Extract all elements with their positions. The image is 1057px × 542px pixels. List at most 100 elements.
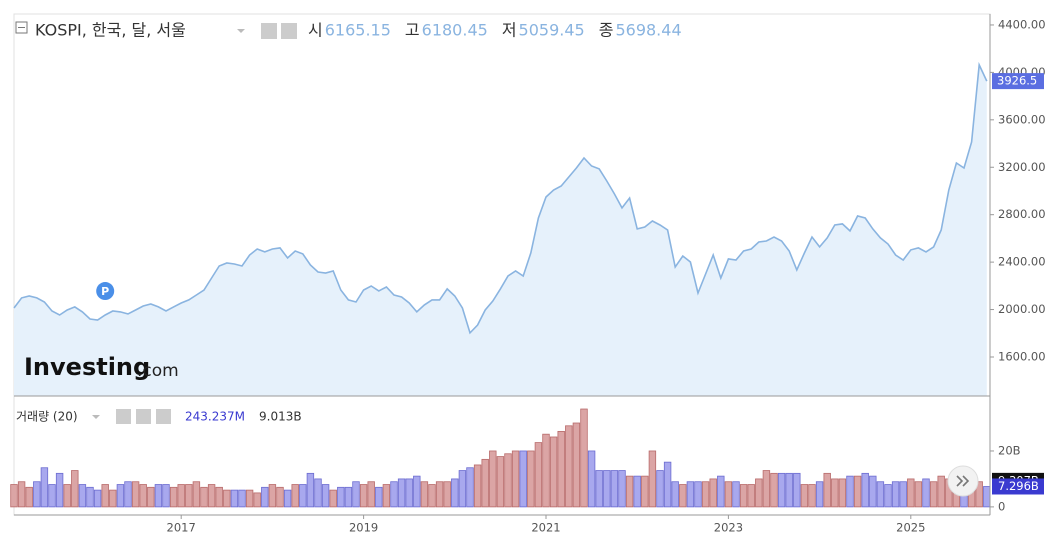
y-tick-label: 2800.00 <box>998 207 1046 221</box>
volume-bar <box>101 484 109 508</box>
volume-bar <box>116 484 125 508</box>
settings-icon[interactable] <box>281 23 297 39</box>
collapse-icon[interactable] <box>15 21 28 34</box>
y-tick-label: 2000.00 <box>998 302 1046 316</box>
volume-bar <box>572 422 581 508</box>
volume-bar <box>261 486 269 508</box>
x-tick-label: 2021 <box>531 521 560 535</box>
settings-icon[interactable] <box>136 409 151 424</box>
volume-reading: 9.013B <box>259 410 302 424</box>
volume-bar <box>717 475 725 508</box>
close-icon[interactable] <box>156 409 171 424</box>
visibility-icon[interactable] <box>116 409 131 424</box>
volume-bar <box>694 481 702 508</box>
volume-bar <box>169 486 178 508</box>
volume-bar <box>473 464 482 508</box>
volume-bar <box>884 484 892 508</box>
volume-bar <box>519 450 527 508</box>
chart-title: KOSPI, 한국, 달, 서울 <box>35 21 186 40</box>
volume-bar <box>17 481 26 508</box>
volume-bar <box>777 472 786 508</box>
volume-bar <box>724 481 733 508</box>
volume-bar <box>565 425 573 508</box>
volume-bar <box>587 450 596 508</box>
volume-bar <box>542 433 550 508</box>
volume-bar <box>230 489 239 508</box>
visibility-icon[interactable] <box>261 23 277 39</box>
volume-bar <box>793 472 801 508</box>
volume-bar <box>382 484 391 508</box>
volume-bar <box>223 489 231 508</box>
volume-bar <box>139 484 147 508</box>
y2-tick-label: 0 <box>998 499 1005 513</box>
volume-bar <box>800 484 809 508</box>
ohlc: 시 6165.15 고 6180.45 저 5059.45 종 5698.44 <box>308 21 682 40</box>
price-line <box>13 61 988 335</box>
y2-tick-label: 20B <box>998 443 1021 457</box>
volume-bar <box>937 475 945 508</box>
volume-bar <box>55 472 64 508</box>
volume-bar <box>466 467 474 508</box>
logo-suffix: .com <box>137 361 179 381</box>
volume-bar <box>815 481 824 508</box>
volume-bar <box>443 481 451 508</box>
ohlc-value: 5698.44 <box>615 21 681 40</box>
price-badge <box>992 73 1044 90</box>
volume-bar <box>359 484 368 508</box>
ohlc-value: 6165.15 <box>325 21 391 40</box>
volume-bar <box>344 486 353 508</box>
ohlc-name: 저 <box>502 21 517 40</box>
volume-bar <box>549 436 558 508</box>
volume-bar <box>914 481 923 508</box>
x-tick-label: 2019 <box>349 521 378 535</box>
volume-bar <box>853 475 862 508</box>
volume-bar <box>154 484 163 508</box>
volume-bar <box>215 486 223 508</box>
volume-bar <box>63 484 71 508</box>
volume-bar <box>922 478 930 508</box>
volume-bar <box>869 475 877 508</box>
ohlc-value: 5059.45 <box>519 21 585 40</box>
volume-bar <box>496 456 505 508</box>
volume-bar <box>86 486 94 508</box>
volume-bar <box>603 470 611 508</box>
volume-bar <box>838 478 847 508</box>
volume-title: 거래량 (20) <box>16 410 78 424</box>
volume-bar <box>671 481 679 508</box>
volume-bar <box>276 486 284 508</box>
volume-bar <box>192 481 201 508</box>
volume-bar <box>648 450 657 508</box>
volume-bar <box>534 442 543 508</box>
volume-bar <box>93 489 102 508</box>
volume-bar <box>147 486 155 508</box>
dropdown-icon[interactable] <box>237 29 245 33</box>
volume-bar <box>458 470 467 508</box>
volume-bar <box>78 484 87 508</box>
volume-bar <box>397 478 406 508</box>
volume-bar <box>663 461 672 508</box>
volume-bar <box>975 481 983 508</box>
volume-bar <box>299 484 307 508</box>
volume-bar <box>375 486 383 508</box>
volume-bar <box>435 481 444 508</box>
volume-bar <box>732 481 740 508</box>
volume-bar <box>367 481 375 508</box>
volume-bar <box>40 467 49 508</box>
volume-bar <box>511 450 520 508</box>
volume-bar <box>314 478 322 508</box>
logo-brand: Investing <box>24 353 150 381</box>
ohlc-name: 종 <box>599 21 614 40</box>
x-tick-label: 2023 <box>714 521 743 535</box>
dropdown-icon[interactable] <box>92 415 100 419</box>
volume-bar <box>876 481 885 508</box>
volume-bar <box>907 478 915 508</box>
volume-bar <box>747 484 755 508</box>
layer: 1600.00 2000.00 2400.00 2800.00 3200.00 3600.… <box>10 17 1046 535</box>
volume-bar <box>679 484 687 508</box>
volume-bar <box>785 472 793 508</box>
volume-bar <box>245 489 254 508</box>
volume-bar <box>337 486 345 508</box>
x-tick-label: 2017 <box>167 521 196 535</box>
volume-bar <box>641 475 649 508</box>
